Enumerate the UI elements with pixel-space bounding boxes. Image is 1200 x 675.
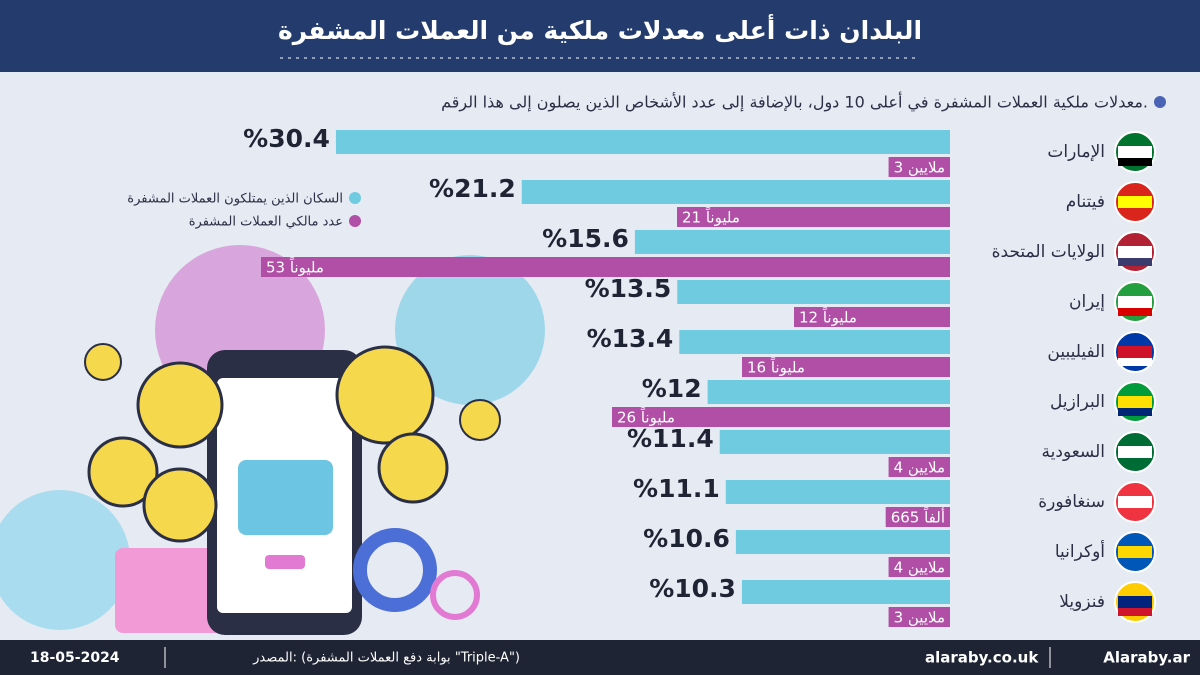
flag-stripe <box>1118 608 1152 616</box>
footer-source: المصدر: (بوابة دفع العملات المشفرة "Trip… <box>252 651 520 666</box>
flag-stripe <box>1118 358 1152 366</box>
flag-stripe <box>1118 346 1152 358</box>
bar <box>677 207 950 227</box>
value-label: %15.6 <box>542 224 629 253</box>
value-label: 3 ملايين <box>894 609 945 627</box>
footer-social: Alaraby.ar <box>1103 649 1190 667</box>
label-background <box>888 557 950 577</box>
value-label: 16 مليوناً <box>747 356 805 376</box>
label-background <box>888 157 950 177</box>
flag-stripe <box>1118 496 1152 508</box>
header-band <box>0 0 1200 72</box>
chart-title: البلدان ذات أعلى معدلات ملكية من العملات… <box>278 14 922 46</box>
wallet <box>238 460 333 535</box>
value-label: 665 ألفاً <box>891 506 945 526</box>
category-label: فيتنام <box>1066 192 1105 212</box>
flag-stripe <box>1118 246 1152 258</box>
value-label: %13.4 <box>587 324 674 353</box>
ring <box>430 570 480 620</box>
bar <box>679 330 950 354</box>
footer-site: alaraby.co.uk <box>925 649 1039 667</box>
value-label: %30.4 <box>243 124 330 153</box>
flag-stripe <box>1118 146 1152 158</box>
flag-stripe <box>1118 296 1152 308</box>
label-background <box>885 507 950 527</box>
bar <box>634 230 950 254</box>
decor-circle <box>395 255 545 405</box>
value-label: %10.6 <box>643 524 730 553</box>
coin <box>377 432 449 504</box>
bar <box>735 530 950 554</box>
flag-stripe <box>1118 258 1152 266</box>
category-label: الإمارات <box>1047 142 1105 162</box>
category-label: الفيليبين <box>1047 342 1105 362</box>
footer-band <box>0 640 1200 675</box>
label-background <box>742 357 810 377</box>
value-label: %21.2 <box>429 174 516 203</box>
bar <box>335 130 950 154</box>
coin <box>142 467 218 543</box>
coin <box>136 361 224 449</box>
category-label: الولايات المتحدة <box>992 242 1105 262</box>
button <box>265 555 305 569</box>
legend-swatch <box>349 215 361 227</box>
category-label: إيران <box>1069 292 1105 312</box>
coin <box>84 343 122 381</box>
footer-date: 18-05-2024 <box>30 650 120 666</box>
coin <box>459 399 501 441</box>
value-label: 26 مليوناً <box>617 406 675 426</box>
flag-stripe <box>1118 196 1152 208</box>
flag-stripe <box>1118 308 1152 316</box>
bullet <box>1154 96 1166 108</box>
bar <box>677 280 950 304</box>
value-label: %11.1 <box>633 474 720 503</box>
category-label: فنزويلا <box>1059 592 1105 612</box>
bar <box>725 480 950 504</box>
flag-stripe <box>1118 446 1152 458</box>
legend-swatch <box>349 192 361 204</box>
value-label: 53 مليوناً <box>266 256 324 276</box>
category-label: سنغافورة <box>1038 492 1105 512</box>
flag-stripe <box>1118 546 1152 558</box>
coin <box>335 345 435 445</box>
value-label: %10.3 <box>649 574 736 603</box>
label-background <box>888 457 950 477</box>
value-label: 4 ملايين <box>894 559 945 577</box>
value-label: 21 مليوناً <box>682 206 740 226</box>
bar <box>707 380 950 404</box>
value-label: %11.4 <box>627 424 714 453</box>
illustration <box>0 245 545 635</box>
gear <box>353 528 437 612</box>
value-label: %12 <box>642 374 702 403</box>
label-background <box>677 207 745 227</box>
value-label: 3 ملايين <box>894 159 945 177</box>
bar <box>261 257 950 277</box>
category-label: البرازيل <box>1050 392 1105 412</box>
flag-stripe <box>1118 596 1152 608</box>
decor-circle <box>0 490 130 630</box>
flag-stripe <box>1118 158 1152 166</box>
label-background <box>612 407 680 427</box>
bar <box>719 430 950 454</box>
label-background <box>794 307 862 327</box>
category-label: السعودية <box>1042 442 1105 462</box>
legend-label: عدد مالكي العملات المشفرة <box>189 215 343 230</box>
coin <box>87 436 159 508</box>
label-background <box>888 607 950 627</box>
flag-stripe <box>1118 408 1152 416</box>
label-background <box>261 257 329 277</box>
bar <box>741 580 950 604</box>
value-label: 12 مليوناً <box>799 306 857 326</box>
bar <box>521 180 950 204</box>
chart-subtitle: معدلات ملكية العملات المشفرة في أعلى 10 … <box>441 92 1148 113</box>
flag-stripe <box>1118 396 1152 408</box>
bar <box>612 407 950 427</box>
value-label: 4 ملايين <box>894 459 945 477</box>
category-label: أوكرانيا <box>1055 540 1105 562</box>
legend-label: السكان الذين يمتلكون العملات المشفرة <box>127 192 343 207</box>
value-label: %13.5 <box>585 274 672 303</box>
